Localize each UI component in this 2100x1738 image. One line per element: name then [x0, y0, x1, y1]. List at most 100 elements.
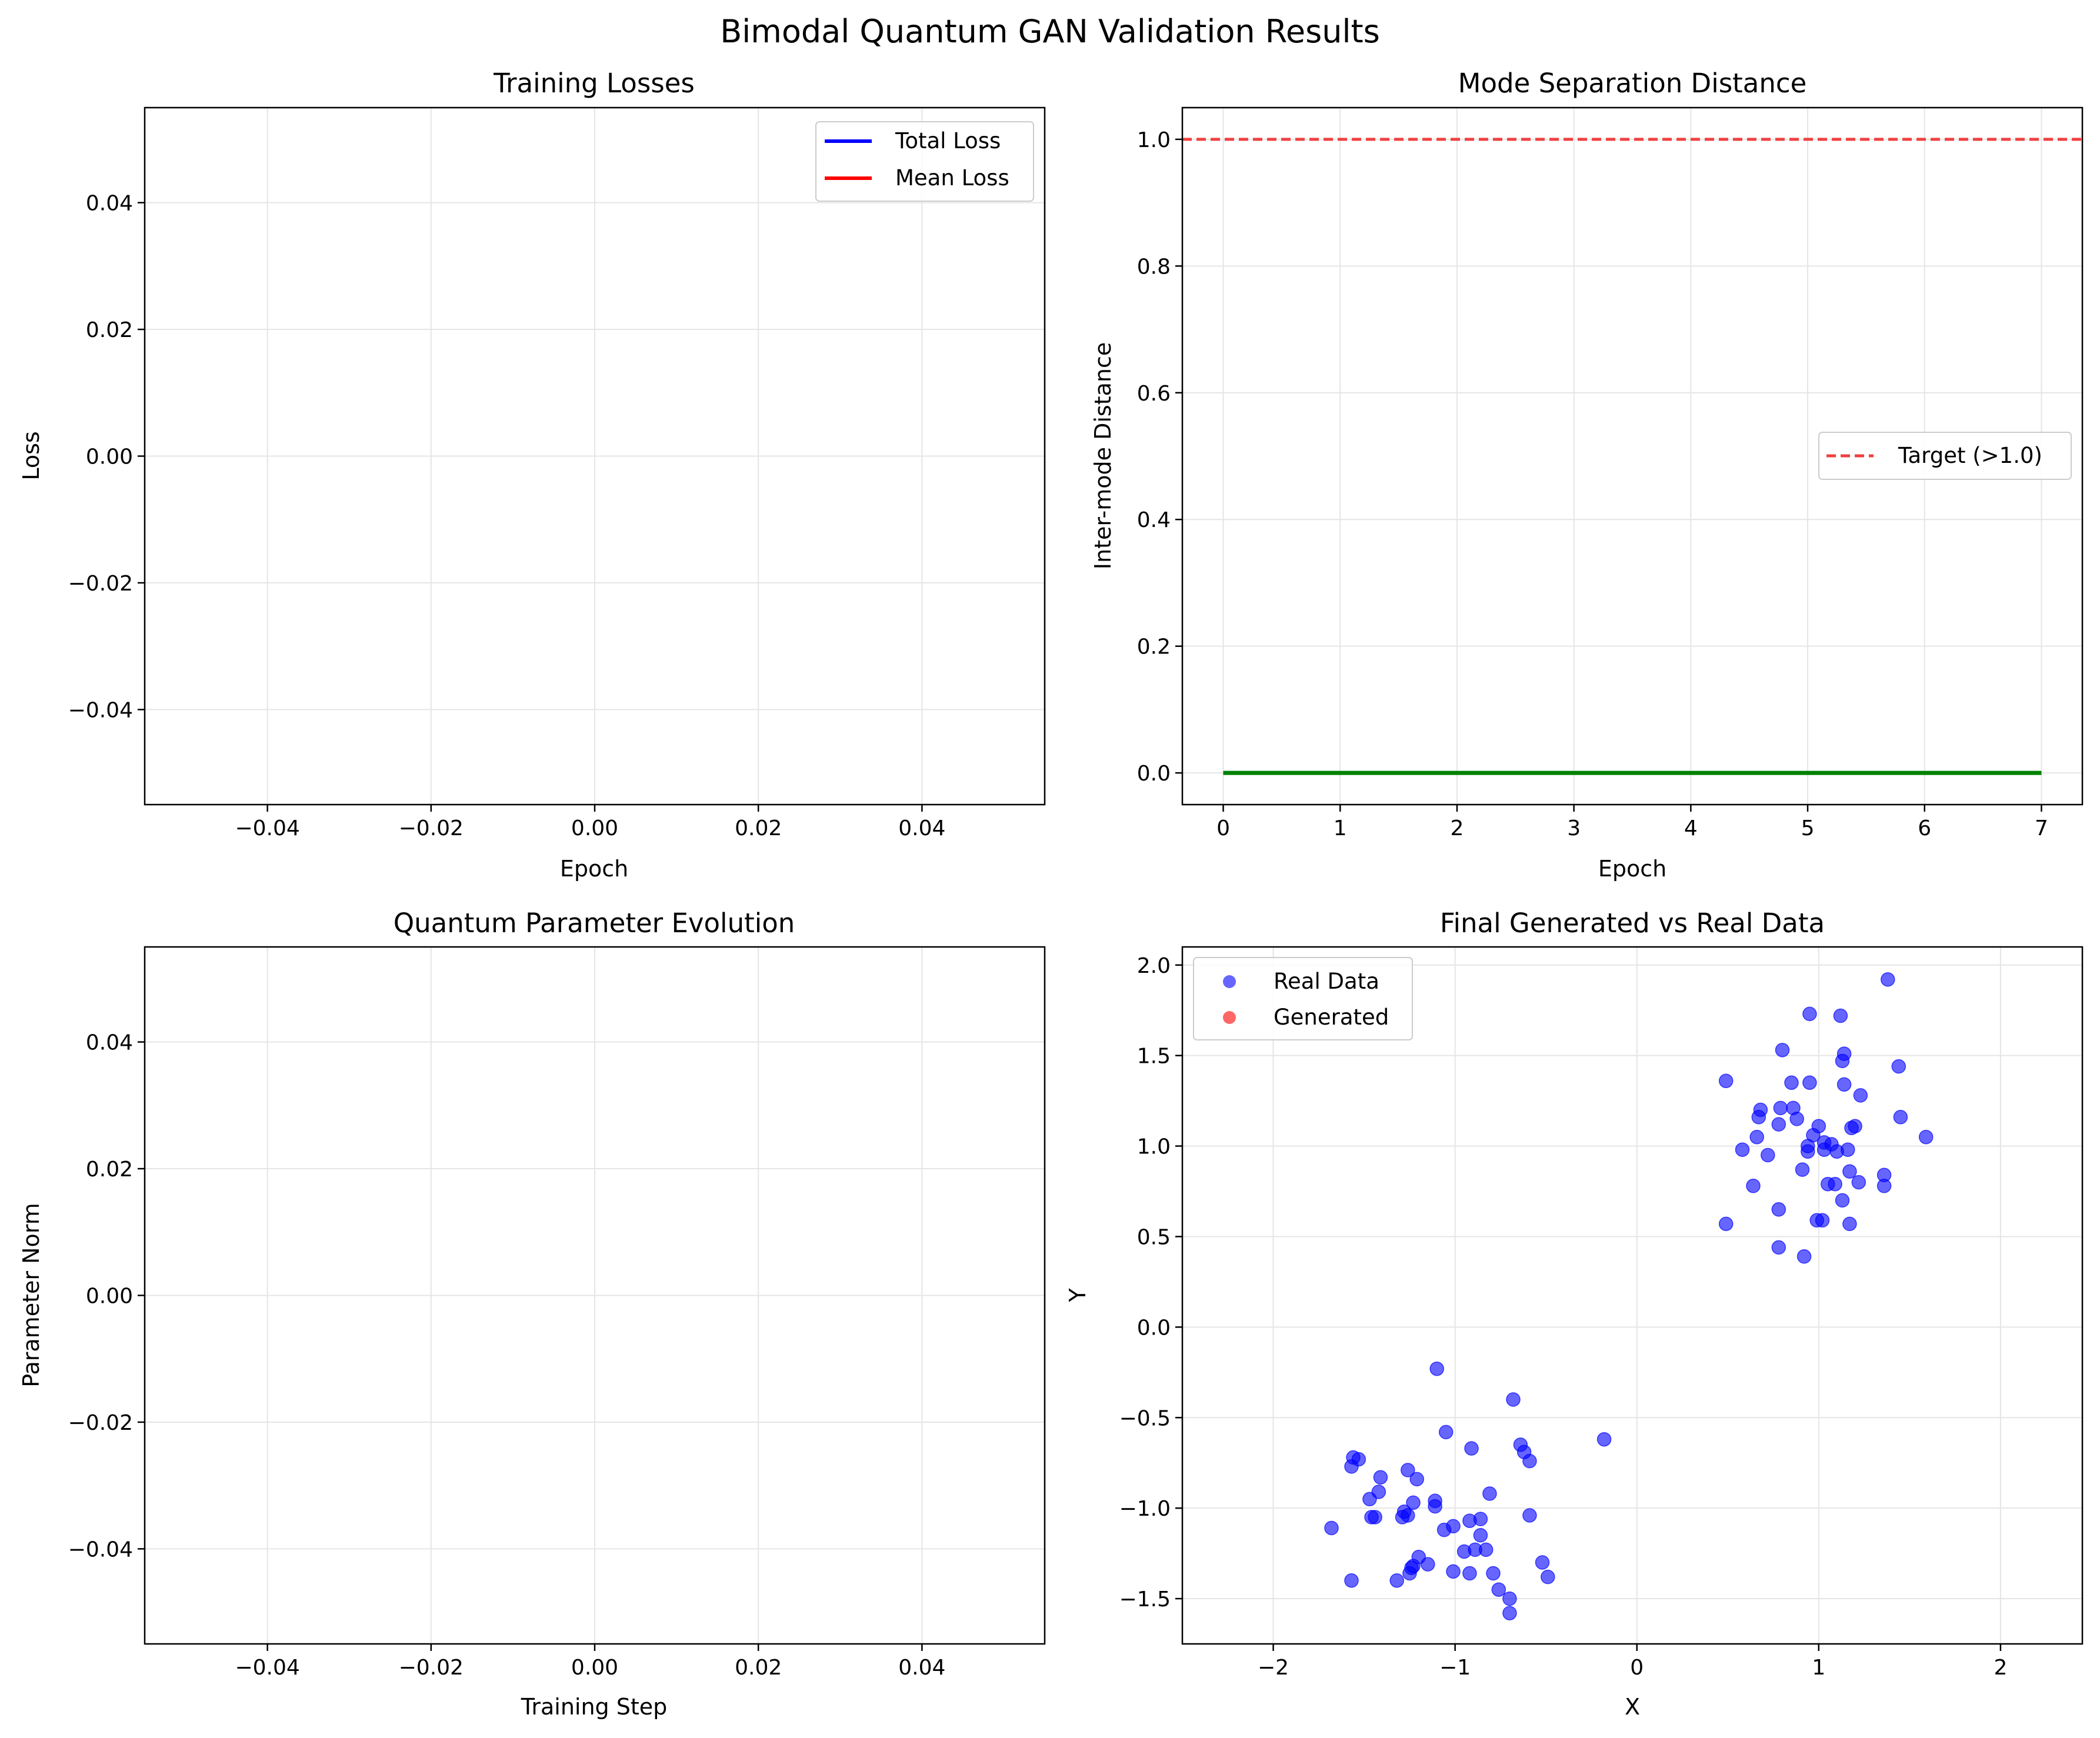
- scatter-point-real: [1541, 1569, 1555, 1584]
- scatter-point-real: [1761, 1147, 1775, 1163]
- legend-frame: [1193, 957, 1413, 1040]
- scatter-point-real: [1456, 1544, 1472, 1559]
- scatter-point-real: [1771, 1117, 1786, 1132]
- y-tick-label: 0.6: [1137, 382, 1171, 406]
- scatter-point-real: [1802, 1006, 1817, 1022]
- scatter-point-real: [1842, 1216, 1857, 1232]
- scatter-point-real: [1851, 1175, 1866, 1190]
- x-tick-label: 6: [1918, 816, 1931, 840]
- legend: Real Data Generated: [1193, 957, 1413, 1040]
- scatter-point-real: [1773, 1100, 1788, 1116]
- y-tick-label: 0.04: [86, 192, 133, 216]
- scatter-point-real: [1718, 1216, 1734, 1232]
- scatter-point-real: [1491, 1582, 1506, 1597]
- panel-title: Mode Separation Distance: [1458, 68, 1807, 99]
- ticks: 0 1 2 3 4 5 6 7 0.0 0.2 0.4 0.6 0.8 1.0: [1137, 128, 2048, 840]
- scatter-point-real: [1506, 1392, 1521, 1407]
- scatter-point-real: [1893, 1110, 1908, 1125]
- x-tick-label: 0: [1630, 1656, 1644, 1680]
- scatter-point-real: [1438, 1425, 1454, 1440]
- y-tick-label: 0.5: [1137, 1225, 1171, 1249]
- legend-label-mean-loss: Mean Loss: [895, 165, 1009, 191]
- x-tick-label: −0.02: [399, 816, 464, 840]
- scatter-point-real: [1835, 1193, 1850, 1208]
- x-tick-label: 0: [1216, 816, 1230, 840]
- scatter-point-real: [1718, 1073, 1734, 1089]
- panel-generated-vs-real: Final Generated vs Real Data −2 −1 0 1 2 −1.5…: [1065, 908, 2084, 1720]
- grid: [1182, 108, 2082, 805]
- y-tick-label: 1.0: [1137, 128, 1171, 152]
- scatter-point-real: [1789, 1112, 1804, 1126]
- x-tick-label: 0.02: [735, 1656, 782, 1680]
- scatter-point-real: [1535, 1555, 1550, 1570]
- x-tick-label: 0.04: [898, 1656, 945, 1680]
- y-tick-label: −0.02: [68, 572, 133, 596]
- x-tick-label: 1: [1334, 816, 1347, 840]
- scatter-point-real: [1429, 1361, 1444, 1376]
- scatter-point-real: [1876, 1179, 1892, 1193]
- scatter-point-real: [1344, 1573, 1359, 1588]
- series-layer: [1324, 972, 1934, 1620]
- scatter-point-real: [1795, 1162, 1810, 1177]
- scatter-point-real: [1522, 1453, 1537, 1469]
- scatter-point-real: [1446, 1564, 1461, 1579]
- ticks: −2 −1 0 1 2 −1.5 −1.0 −0.5 0.0 0.5 1.0 1.5 2.0: [1119, 954, 2008, 1680]
- y-tick-label: 0.04: [86, 1031, 133, 1055]
- x-tick-label: 5: [1801, 816, 1815, 840]
- series-layer: [1182, 138, 2082, 775]
- scatter-point-real: [1784, 1075, 1799, 1090]
- plot-frame: [1181, 946, 2084, 1645]
- scatter-point-real: [1891, 1059, 1906, 1074]
- legend-label-generated: Generated: [1274, 1005, 1389, 1030]
- grid: [1182, 947, 2082, 1644]
- y-tick-label: 0.8: [1137, 255, 1171, 279]
- y-tick-label: 0.02: [86, 318, 133, 342]
- panel-title: Final Generated vs Real Data: [1440, 908, 1825, 939]
- y-axis-label: Loss: [18, 431, 44, 480]
- x-tick-label: −0.02: [399, 1656, 464, 1680]
- x-tick-label: 3: [1567, 816, 1581, 840]
- x-tick-label: 2: [1450, 816, 1464, 840]
- scatter-point-real: [1436, 1522, 1452, 1537]
- scatter-point-real: [1801, 1144, 1815, 1159]
- scatter-point-real: [1428, 1499, 1442, 1514]
- y-tick-label: 1.0: [1137, 1135, 1171, 1159]
- scatter-point-real: [1842, 1164, 1857, 1179]
- scatter-point-real: [1796, 1249, 1812, 1264]
- panel-training-losses: Training Losses −0.04 −0.02 0.00 0.02 0.04 −0…: [18, 68, 1046, 882]
- ticks: −0.04 −0.02 0.00 0.02 0.04 −0.04 −0.02 0.00 0.02…: [68, 1031, 946, 1680]
- y-tick-label: −1.5: [1119, 1587, 1171, 1612]
- scatter-point-real: [1522, 1508, 1537, 1523]
- scatter-point-real: [1462, 1566, 1477, 1581]
- x-tick-label: 0.04: [898, 816, 945, 840]
- scatter-point-real: [1836, 1077, 1852, 1092]
- figure-suptitle: Bimodal Quantum GAN Validation Results: [720, 13, 1380, 50]
- panel-parameter-evolution: Quantum Parameter Evolution −0.04 −0.02 0.…: [18, 908, 1046, 1720]
- scatter-point-real: [1853, 1088, 1868, 1103]
- x-tick-label: 1: [1812, 1656, 1825, 1680]
- y-tick-label: −0.04: [68, 698, 133, 722]
- legend-swatch-generated: [1223, 1011, 1236, 1024]
- x-tick-label: −1: [1439, 1656, 1471, 1680]
- x-tick-label: 0.02: [735, 816, 782, 840]
- scatter-point-real: [1775, 1043, 1790, 1058]
- legend-label-total-loss: Total Loss: [895, 128, 1001, 154]
- scatter-point-real: [1815, 1213, 1830, 1228]
- legend-label-target: Target (>1.0): [1898, 443, 2042, 468]
- x-axis-label: Epoch: [1598, 856, 1666, 882]
- scatter-point-real: [1833, 1008, 1848, 1023]
- y-tick-label: 0.00: [86, 445, 133, 469]
- legend: Target (>1.0): [1818, 432, 2072, 480]
- grid: [145, 108, 1045, 805]
- scatter-point-real: [1406, 1495, 1421, 1510]
- y-axis-label: Inter-mode Distance: [1090, 342, 1116, 569]
- y-tick-label: 0.2: [1137, 635, 1171, 659]
- scatter-point-real: [1848, 1119, 1862, 1133]
- y-tick-label: −0.02: [68, 1411, 133, 1435]
- scatter-point-real: [1402, 1566, 1417, 1581]
- panel-title: Training Losses: [493, 68, 695, 99]
- legend-label-real: Real Data: [1274, 969, 1379, 994]
- panel-mode-separation: Mode Separation Distance 0 1 2 3 4 5 6 70.00.20…: [1090, 68, 2084, 882]
- scatter-point-real: [1502, 1606, 1517, 1620]
